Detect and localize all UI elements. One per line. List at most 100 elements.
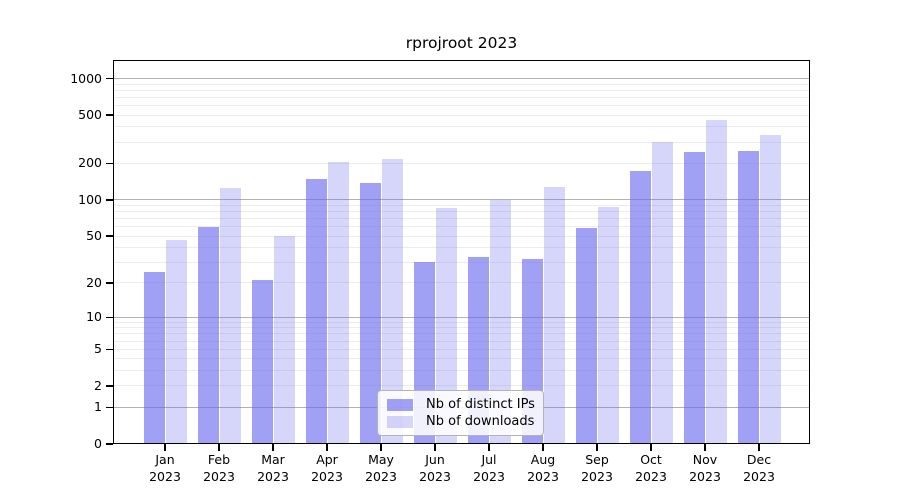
bar-distinct-ips-feb: [197, 226, 219, 444]
gridline-minor: [113, 162, 810, 164]
bar-distinct-ips-oct: [629, 170, 651, 444]
gridline-minor: [113, 96, 810, 98]
gridline-minor: [113, 340, 810, 342]
gridline-minor: [113, 226, 810, 228]
bar-downloads-jun: [435, 208, 457, 444]
y-tick-label-1000: 1000: [70, 70, 102, 86]
y-tick-label-200: 200: [78, 155, 102, 171]
gridline-minor: [113, 370, 810, 372]
x-tick-label-feb: Feb 2023: [203, 452, 235, 484]
bar-downloads-apr: [327, 162, 349, 444]
legend: Nb of distinct IPs Nb of downloads: [377, 390, 544, 436]
gridline-minor: [113, 358, 810, 360]
gridline-minor: [113, 261, 810, 263]
x-tick-label-jun: Jun 2023: [419, 452, 451, 484]
y-tick-mark-50: [106, 235, 113, 237]
y-tick-label-0: 0: [94, 436, 102, 451]
bar-distinct-ips-apr: [305, 179, 327, 444]
gridline-minor: [113, 83, 810, 85]
gridline-minor: [113, 333, 810, 335]
x-tick-mark-dec: [758, 444, 760, 451]
gridline-major: [113, 78, 810, 80]
bar-downloads-feb: [219, 188, 241, 444]
bar-downloads-mar: [273, 236, 295, 444]
y-tick-label-500: 500: [78, 107, 102, 123]
x-tick-label-mar: Mar 2023: [257, 452, 289, 484]
y-tick-mark-0: [106, 443, 113, 445]
gridline-minor: [113, 247, 810, 249]
legend-label-distinct-ips: Nb of distinct IPs: [426, 397, 535, 412]
y-tick-label-1: 1: [94, 399, 102, 415]
x-tick-mark-jan: [164, 444, 166, 451]
x-tick-label-jul: Jul 2023: [473, 452, 505, 484]
bar-downloads-dec: [759, 135, 781, 444]
y-tick-mark-500: [106, 114, 113, 116]
y-tick-label-20: 20: [86, 274, 102, 290]
bar-downloads-nov: [705, 119, 727, 444]
gridline-minor: [113, 114, 810, 116]
gridline-minor: [113, 105, 810, 107]
bar-downloads-oct: [651, 142, 673, 444]
bar-distinct-ips-dec: [737, 150, 759, 444]
x-tick-label-dec: Dec 2023: [743, 452, 775, 484]
y-tick-mark-200: [106, 162, 113, 165]
bar-downloads-aug: [543, 186, 565, 444]
y-tick-label-2: 2: [94, 377, 102, 393]
bar-distinct-ips-nov: [683, 151, 705, 444]
legend-swatch-distinct-ips: [387, 398, 413, 411]
bar-downloads-sep: [597, 207, 619, 444]
x-tick-mark-nov: [704, 444, 706, 451]
gridline-minor: [113, 385, 810, 387]
x-tick-mark-oct: [650, 444, 652, 451]
x-tick-label-aug: Aug 2023: [527, 452, 559, 484]
legend-swatch-downloads: [387, 415, 413, 428]
x-tick-label-apr: Apr 2023: [311, 452, 343, 484]
x-tick-label-nov: Nov 2023: [689, 452, 721, 484]
y-tick-mark-5: [106, 348, 113, 350]
gridline-major: [113, 199, 810, 201]
x-tick-mark-apr: [326, 444, 328, 451]
x-tick-mark-aug: [542, 444, 544, 451]
bar-distinct-ips-may: [359, 182, 381, 444]
x-tick-mark-may: [380, 444, 382, 451]
gridline-minor: [113, 235, 810, 237]
gridline-minor: [113, 204, 810, 206]
x-tick-mark-jul: [488, 444, 490, 451]
x-tick-mark-jun: [434, 444, 436, 451]
y-tick-mark-2: [106, 385, 113, 387]
bar-distinct-ips-jan: [143, 271, 165, 444]
gridline-minor: [113, 348, 810, 350]
y-tick-label-10: 10: [86, 309, 102, 325]
legend-item-downloads: Nb of downloads: [387, 413, 534, 430]
y-tick-mark-20: [106, 282, 113, 284]
bar-downloads-jul: [489, 199, 511, 444]
y-tick-label-50: 50: [86, 228, 102, 243]
gridline-minor: [113, 327, 810, 329]
x-tick-label-may: May 2023: [365, 452, 397, 484]
x-tick-label-jan: Jan 2023: [149, 452, 181, 484]
chart-title: rprojroot 2023: [405, 34, 518, 52]
gridline-minor: [113, 126, 810, 128]
gridline-minor: [113, 89, 810, 91]
y-tick-mark-1: [106, 406, 113, 408]
gridline-minor: [113, 282, 810, 284]
y-tick-label-5: 5: [94, 341, 102, 357]
y-tick-mark-10: [106, 316, 113, 318]
legend-item-distinct-ips: Nb of distinct IPs: [387, 396, 535, 413]
gridline-minor: [113, 218, 810, 219]
x-tick-mark-feb: [218, 444, 220, 451]
x-tick-label-oct: Oct 2023: [635, 452, 667, 484]
gridline-minor: [113, 321, 810, 323]
bar-downloads-jan: [165, 240, 187, 444]
bar-downloads-may: [381, 158, 403, 444]
gridline-minor: [113, 141, 810, 143]
gridline-minor: [113, 211, 810, 213]
bar-distinct-ips-mar: [251, 280, 273, 444]
legend-label-downloads: Nb of downloads: [426, 414, 535, 429]
y-tick-label-100: 100: [78, 191, 102, 207]
bar-distinct-ips-sep: [575, 228, 597, 444]
x-tick-mark-sep: [596, 444, 598, 451]
y-tick-mark-100: [106, 199, 113, 201]
x-tick-label-sep: Sep 2023: [581, 452, 613, 484]
